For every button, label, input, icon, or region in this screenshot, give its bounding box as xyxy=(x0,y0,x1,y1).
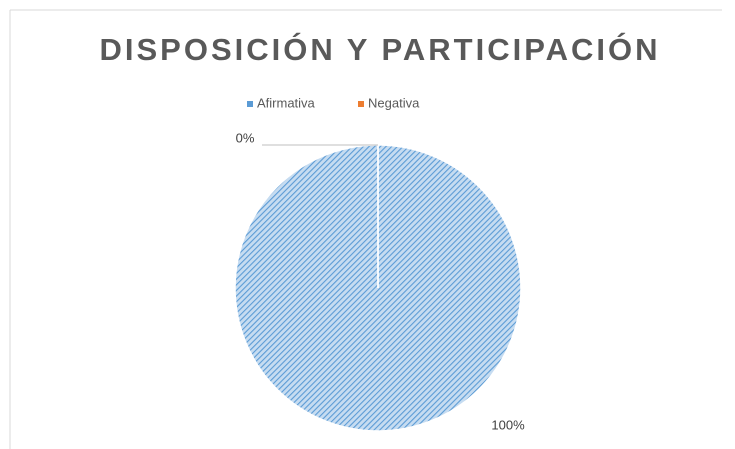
data-label: 100% xyxy=(491,417,525,432)
legend-text: Negativa xyxy=(368,95,420,110)
chart-title: DISPOSICIÓN Y PARTICIPACIÓN xyxy=(99,31,660,67)
legend-swatch xyxy=(358,101,364,107)
legend-text: Afirmativa xyxy=(257,95,316,110)
legend-swatch xyxy=(247,101,253,107)
data-label: 0% xyxy=(236,130,255,145)
